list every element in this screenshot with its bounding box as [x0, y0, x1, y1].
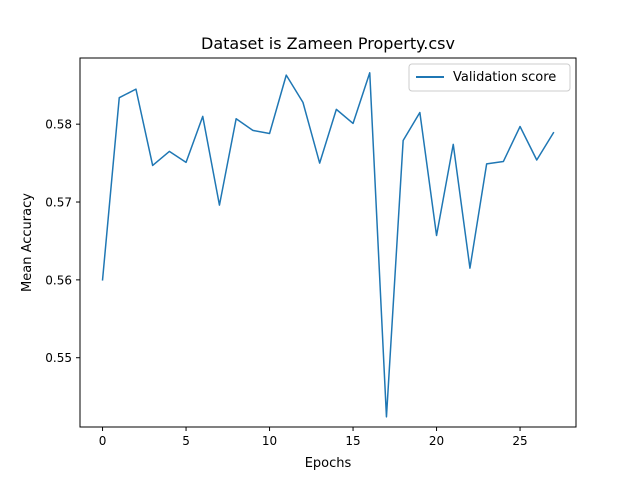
data-point [486, 163, 488, 165]
data-point [218, 204, 220, 206]
x-tick-label: 25 [512, 434, 527, 448]
data-point [135, 88, 137, 90]
y-tick-label: 0.55 [45, 351, 72, 365]
data-point [352, 122, 354, 124]
x-tick-label: 5 [182, 434, 190, 448]
data-point [269, 133, 271, 135]
y-axis: 0.55 0.56 0.57 0.58 [45, 118, 80, 365]
data-point [552, 132, 554, 134]
x-tick-label: 20 [429, 434, 444, 448]
data-point [519, 126, 521, 128]
data-point [319, 162, 321, 164]
data-point [252, 129, 254, 131]
x-tick-label: 15 [345, 434, 360, 448]
x-axis: 0 5 10 15 20 25 [99, 427, 528, 448]
legend-box [408, 63, 571, 92]
data-point [202, 115, 204, 117]
x-tick-label: 10 [262, 434, 277, 448]
legend: Validation score [408, 63, 571, 92]
data-point [235, 118, 237, 120]
data-point [452, 143, 454, 145]
data-point [436, 234, 438, 236]
data-point [385, 416, 387, 418]
legend-label-validation-score: Validation score [453, 70, 556, 85]
data-point [152, 164, 154, 166]
x-axis-label: Epochs [305, 456, 352, 471]
data-point [102, 279, 104, 281]
data-point [419, 111, 421, 113]
chart-title: Dataset is Zameen Property.csv [201, 34, 455, 53]
data-point [118, 97, 120, 99]
data-point [369, 72, 371, 74]
y-tick-label: 0.56 [45, 273, 72, 287]
data-point [335, 108, 337, 110]
y-axis-label: Mean Accuracy [20, 193, 35, 292]
data-point [469, 267, 471, 269]
data-point [536, 159, 538, 161]
y-tick-label: 0.57 [45, 196, 72, 210]
data-point [502, 161, 504, 163]
y-tick-label: 0.58 [45, 118, 72, 132]
data-point [402, 140, 404, 142]
series-line-validation-score [101, 72, 555, 418]
data-point [168, 150, 170, 152]
series-layer [101, 72, 555, 418]
data-point [185, 161, 187, 163]
x-tick-label: 0 [99, 434, 107, 448]
data-point [285, 74, 287, 76]
data-point [302, 101, 304, 103]
plot-frame [79, 57, 577, 428]
